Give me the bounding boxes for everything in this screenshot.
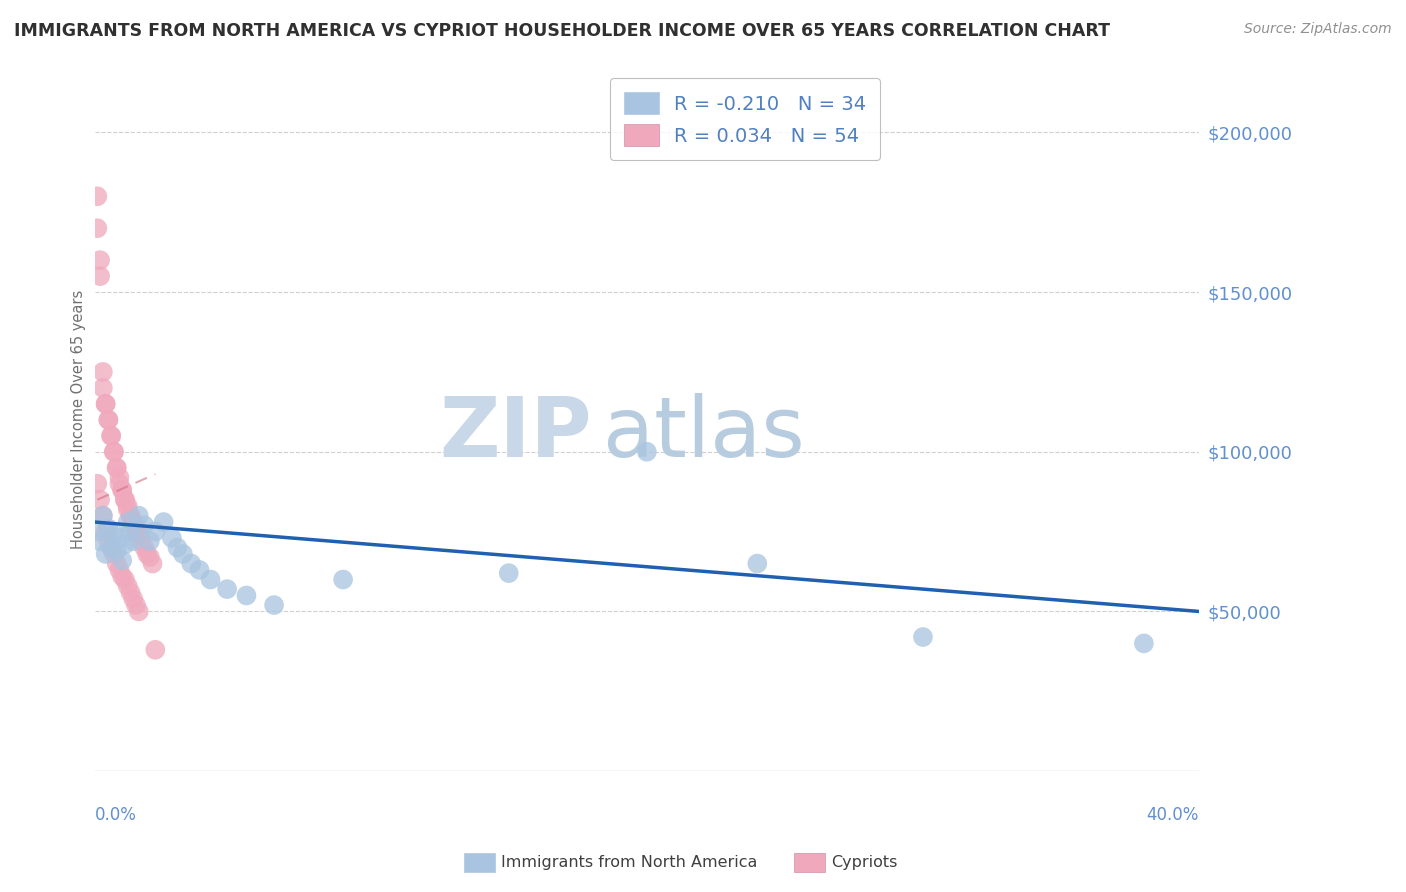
Text: Source: ZipAtlas.com: Source: ZipAtlas.com xyxy=(1244,22,1392,37)
Point xyxy=(152,515,174,529)
Point xyxy=(100,541,122,555)
Point xyxy=(108,476,131,491)
Point xyxy=(91,508,114,523)
Point xyxy=(235,589,257,603)
Point xyxy=(86,476,108,491)
Text: IMMIGRANTS FROM NORTH AMERICA VS CYPRIOT HOUSEHOLDER INCOME OVER 65 YEARS CORREL: IMMIGRANTS FROM NORTH AMERICA VS CYPRIOT… xyxy=(14,22,1111,40)
Point xyxy=(89,269,111,284)
Point xyxy=(139,550,162,565)
Point xyxy=(120,508,142,523)
Point xyxy=(91,508,114,523)
Point xyxy=(91,365,114,379)
Point xyxy=(131,534,153,549)
Point xyxy=(172,547,194,561)
Point xyxy=(89,253,111,268)
Text: 0.0%: 0.0% xyxy=(94,806,136,824)
Text: 40.0%: 40.0% xyxy=(1147,806,1199,824)
Point xyxy=(103,547,125,561)
Point xyxy=(86,221,108,235)
Point xyxy=(217,582,239,596)
Point xyxy=(125,521,148,535)
Point xyxy=(136,547,159,561)
Point xyxy=(114,537,136,551)
Y-axis label: Householder Income Over 65 years: Householder Income Over 65 years xyxy=(72,290,86,549)
Point xyxy=(498,566,520,581)
Point xyxy=(114,492,136,507)
Point xyxy=(911,630,934,644)
Point xyxy=(263,598,285,612)
Point xyxy=(103,444,125,458)
Point xyxy=(122,515,145,529)
Point xyxy=(125,598,148,612)
Point xyxy=(114,492,136,507)
Point xyxy=(120,585,142,599)
Point xyxy=(143,524,166,539)
Point xyxy=(180,557,202,571)
Legend: R = -0.210   N = 34, R = 0.034   N = 54: R = -0.210 N = 34, R = 0.034 N = 54 xyxy=(610,78,880,160)
Point xyxy=(117,515,139,529)
Point xyxy=(105,460,128,475)
Point xyxy=(105,460,128,475)
Point xyxy=(125,521,148,535)
Point xyxy=(117,579,139,593)
Point xyxy=(103,444,125,458)
Point xyxy=(120,524,142,539)
Point xyxy=(97,521,120,535)
Point xyxy=(94,547,117,561)
Point xyxy=(97,534,120,549)
Point xyxy=(128,508,150,523)
Point xyxy=(128,528,150,542)
Point xyxy=(94,397,117,411)
Point xyxy=(128,604,150,618)
Text: Immigrants from North America: Immigrants from North America xyxy=(501,855,756,870)
Point xyxy=(142,557,165,571)
Point xyxy=(139,534,162,549)
Text: ZIP: ZIP xyxy=(439,393,592,475)
Point xyxy=(94,397,117,411)
Text: Cypriots: Cypriots xyxy=(831,855,897,870)
Point xyxy=(134,541,156,555)
Point xyxy=(89,492,111,507)
Point xyxy=(134,518,156,533)
Point xyxy=(100,429,122,443)
Point xyxy=(111,569,134,583)
Point xyxy=(100,541,122,555)
Point xyxy=(105,557,128,571)
Point xyxy=(103,528,125,542)
Point xyxy=(105,543,128,558)
Point xyxy=(97,413,120,427)
Point xyxy=(122,515,145,529)
Point xyxy=(122,591,145,606)
Point xyxy=(108,470,131,484)
Point xyxy=(108,531,131,545)
Point xyxy=(97,413,120,427)
Point xyxy=(166,541,188,555)
Point xyxy=(143,642,166,657)
Point xyxy=(117,499,139,513)
Point xyxy=(111,483,134,497)
Point xyxy=(160,531,183,545)
Point xyxy=(120,508,142,523)
Point xyxy=(91,381,114,395)
Point xyxy=(122,534,145,549)
Point xyxy=(108,563,131,577)
Point xyxy=(86,524,108,539)
Point xyxy=(89,534,111,549)
Point xyxy=(111,483,134,497)
Point xyxy=(128,524,150,539)
Point xyxy=(747,557,769,571)
Point xyxy=(111,553,134,567)
Point xyxy=(636,444,658,458)
Point xyxy=(114,573,136,587)
Point xyxy=(188,563,211,577)
Point xyxy=(94,524,117,539)
Point xyxy=(86,189,108,203)
Text: atlas: atlas xyxy=(603,393,804,475)
Point xyxy=(1133,636,1156,650)
Point xyxy=(200,573,222,587)
Point xyxy=(332,573,354,587)
Point xyxy=(100,429,122,443)
Point xyxy=(117,502,139,516)
